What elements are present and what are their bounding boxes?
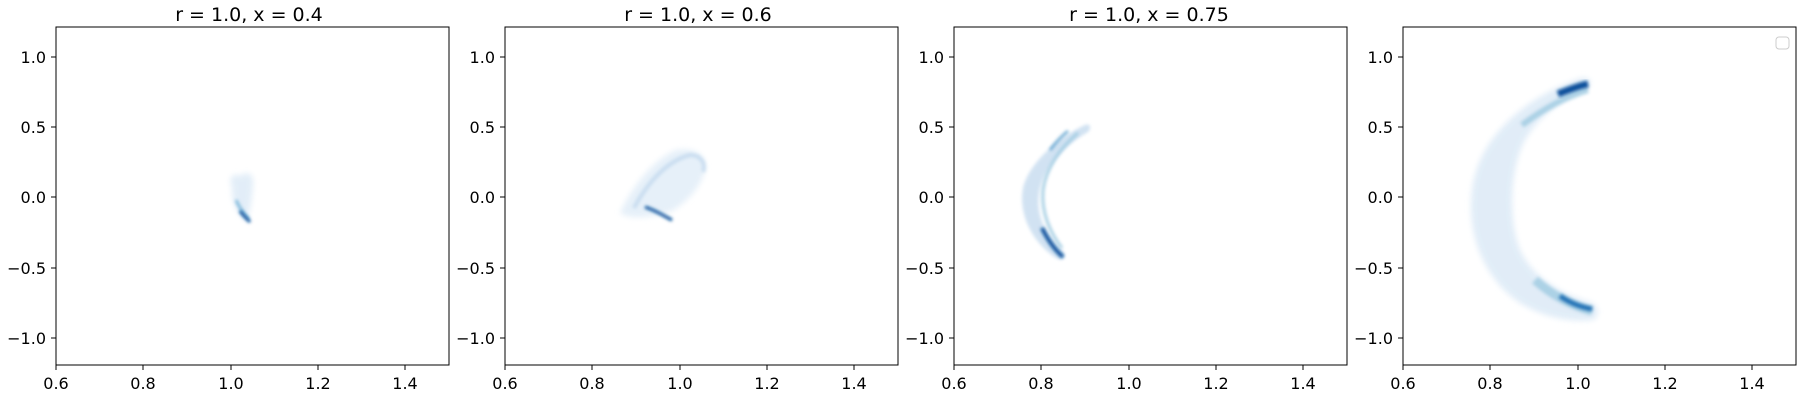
panel-4-ytick-label: 0.5	[1368, 118, 1393, 137]
panel-4-y-axis: 1.0 0.5 0.0 −0.5 −1.0	[1354, 48, 1403, 348]
panel-4-xtick-label: 0.8	[1477, 374, 1502, 393]
panel-1-ytick-label: 1.0	[21, 48, 46, 67]
panel-4-ytick-label: −0.5	[1354, 259, 1393, 278]
panel-3-axes-frame	[953, 26, 1348, 366]
panel-2-heatmap	[620, 149, 706, 222]
panel-3-ytick-label: −0.5	[905, 259, 944, 278]
panel-4-density-faint	[1471, 77, 1598, 321]
panel-4-xtick-label: 1.0	[1565, 374, 1590, 393]
panel-2-x-axis: 0.6 0.8 1.0 1.2 1.4	[492, 365, 867, 393]
panel-4-heatmap	[1471, 77, 1598, 321]
panel-2-density-dark	[644, 205, 673, 222]
panel-3: r = 1.0, x = 0.75 0.6 0.8 1.0 1.2 1.4	[905, 4, 1348, 393]
panel-4: 0.6 0.8 1.0 1.2 1.4 1.0 0.5 0.0 −0.5 −1.…	[1354, 26, 1797, 393]
panel-2-density-mid	[632, 152, 706, 209]
panel-2-xtick-label: 1.2	[754, 374, 779, 393]
panel-3-xtick-label: 1.0	[1116, 374, 1141, 393]
panel-3-xtick-label: 0.8	[1028, 374, 1053, 393]
panel-1-xtick-label: 1.2	[305, 374, 330, 393]
panel-2-xtick-label: 1.0	[667, 374, 692, 393]
panel-4-density-dark-upper	[1556, 80, 1589, 98]
panel-2-title: r = 1.0, x = 0.6	[624, 4, 772, 26]
panel-4-xtick-label: 1.4	[1739, 374, 1764, 393]
panel-3-ytick-label: 0.0	[919, 188, 944, 207]
panel-1-xtick-label: 0.8	[130, 374, 155, 393]
panel-3-density-faint	[1022, 124, 1091, 260]
panel-3-x-axis: 0.6 0.8 1.0 1.2 1.4	[941, 365, 1316, 393]
panel-4-legend-box	[1775, 36, 1790, 50]
panel-2-ytick-label: −0.5	[456, 259, 495, 278]
panel-4-density-dark-lower	[1558, 293, 1593, 312]
panel-1-title: r = 1.0, x = 0.4	[175, 4, 323, 26]
panel-4-ytick-label: 0.0	[1368, 188, 1393, 207]
panel-3-y-axis: 1.0 0.5 0.0 −0.5 −1.0	[905, 48, 954, 348]
panel-1: r = 1.0, x = 0.4 0.6 0.8 1.0 1.2 1.4 1.0	[7, 4, 450, 393]
panel-4-xtick-label: 1.2	[1652, 374, 1677, 393]
panel-1-y-axis: 1.0 0.5 0.0 −0.5 −1.0	[7, 48, 56, 348]
panel-4-ytick-label: 1.0	[1368, 48, 1393, 67]
panel-1-density-faint	[230, 173, 254, 221]
panel-4-xtick-label: 0.6	[1390, 374, 1415, 393]
panel-2-density-faint	[620, 149, 706, 218]
panel-3-ytick-label: −1.0	[905, 329, 944, 348]
panel-1-xtick-label: 0.6	[43, 374, 68, 393]
panel-1-density-dark	[238, 210, 252, 224]
panel-3-xtick-label: 1.4	[1290, 374, 1315, 393]
panel-1-xtick-label: 1.4	[392, 374, 417, 393]
panel-1-ytick-label: 0.5	[21, 118, 46, 137]
panel-3-ytick-label: 0.5	[919, 118, 944, 137]
panel-1-heatmap	[230, 173, 254, 224]
panel-4-axes-frame	[1402, 26, 1797, 366]
panel-3-title: r = 1.0, x = 0.75	[1069, 4, 1229, 26]
panel-3-density-dark	[1040, 227, 1065, 259]
panel-4-ytick-label: −1.0	[1354, 329, 1393, 348]
panel-3-ytick-label: 1.0	[919, 48, 944, 67]
panel-2-xtick-label: 0.8	[579, 374, 604, 393]
panel-3-xtick-label: 0.6	[941, 374, 966, 393]
panel-3-density-mid	[1041, 131, 1079, 249]
panel-3-heatmap	[1022, 124, 1091, 260]
panel-4-x-axis: 0.6 0.8 1.0 1.2 1.4	[1390, 365, 1765, 393]
panel-2-ytick-label: −1.0	[456, 329, 495, 348]
panel-1-axes-frame	[55, 26, 450, 366]
panel-1-ytick-label: −1.0	[7, 329, 46, 348]
panel-1-xtick-label: 1.0	[218, 374, 243, 393]
panel-2-axes-frame	[504, 26, 899, 366]
panel-1-ytick-label: −0.5	[7, 259, 46, 278]
panel-3-xtick-label: 1.2	[1203, 374, 1228, 393]
panel-2-ytick-label: 0.5	[470, 118, 495, 137]
panel-1-x-axis: 0.6 0.8 1.0 1.2 1.4	[43, 365, 418, 393]
panel-2-ytick-label: 0.0	[470, 188, 495, 207]
panel-2-y-axis: 1.0 0.5 0.0 −0.5 −1.0	[456, 48, 505, 348]
panel-4-density-mid-upper	[1520, 87, 1589, 128]
panel-2-xtick-label: 0.6	[492, 374, 517, 393]
panel-2-xtick-label: 1.4	[841, 374, 866, 393]
panel-2-ytick-label: 1.0	[470, 48, 495, 67]
panel-1-ytick-label: 0.0	[21, 188, 46, 207]
panel-3-density-upper	[1049, 130, 1069, 151]
panel-2: r = 1.0, x = 0.6 0.6 0.8 1.0 1.2 1.4 1.0	[456, 4, 899, 393]
